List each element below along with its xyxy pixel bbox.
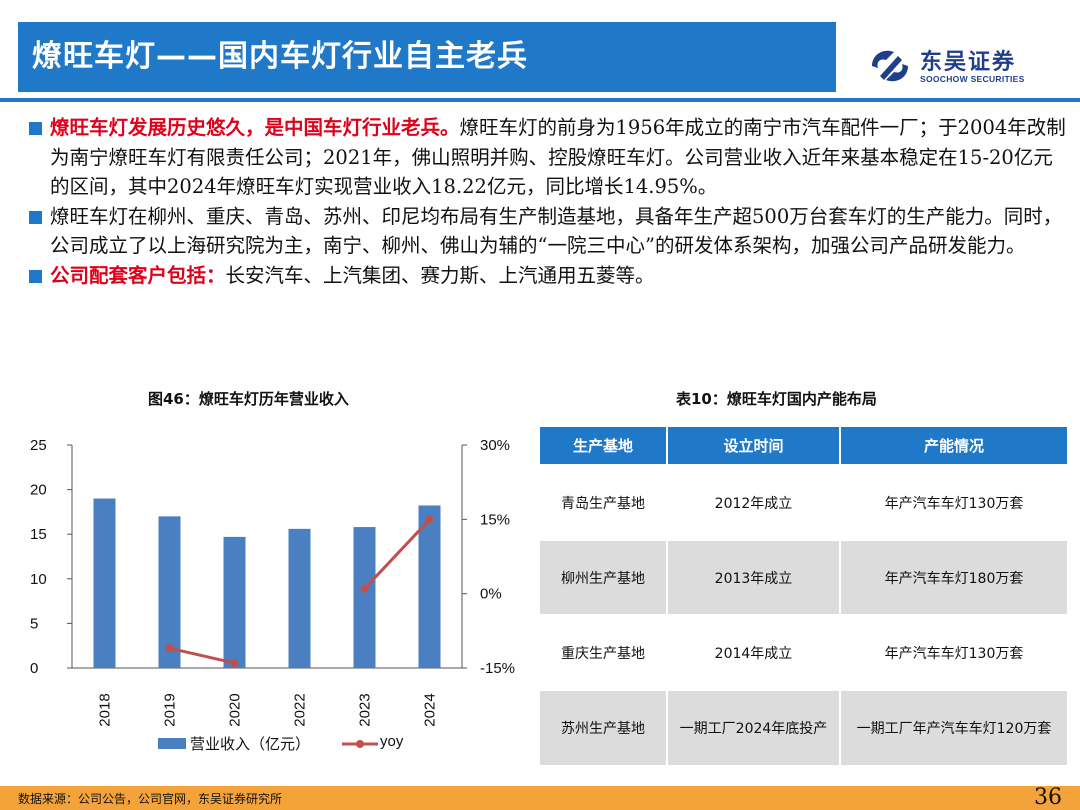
table-caption: 表10：燎旺车灯国内产能布局 <box>676 390 877 408</box>
header-bar: 燎旺车灯——国内车灯行业自主老兵 <box>18 22 836 92</box>
table-cell-base: 青岛生产基地 <box>540 464 668 540</box>
y-tick-label-right: 0% <box>480 586 502 603</box>
page-number: 36 <box>1034 785 1062 810</box>
y-tick-label-left: 5 <box>30 615 38 632</box>
y-tick-label-right: 30% <box>480 437 510 454</box>
table-row: 青岛生产基地 2012年成立 年产汽车车灯130万套 <box>540 464 1069 540</box>
header-divider <box>0 98 1080 102</box>
table-cell-base: 重庆生产基地 <box>540 614 668 690</box>
bar-revenue <box>288 528 311 668</box>
bullet-history: 燎旺车灯发展历史悠久，是中国车灯行业老兵。燎旺车灯的前身为1956年成立的南宁市… <box>28 113 1068 202</box>
bar-revenue <box>418 505 441 668</box>
table-cell-date: 一期工厂2024年底投产 <box>667 689 841 765</box>
bar-revenue <box>158 516 181 668</box>
legend-label-revenue: 营业收入（亿元） <box>190 735 311 753</box>
bar-revenue <box>93 498 116 668</box>
table-row: 苏州生产基地 一期工厂2024年底投产 一期工厂年产汽车车灯120万套 <box>540 689 1069 765</box>
y-tick-label-left: 20 <box>30 482 47 499</box>
bar-revenue <box>223 536 246 668</box>
bullet-production: 燎旺车灯在柳州、重庆、青岛、苏州、印尼均布局有生产制造基地，具备年生产超500万… <box>28 202 1068 261</box>
logo-text-en: SOOCHOW SECURITIES <box>920 74 1025 84</box>
company-logo: 东吴证券 SOOCHOW SECURITIES <box>868 44 1068 90</box>
bar-revenue <box>353 527 376 668</box>
revenue-chart: 0 5 10 15 20 25 -15% 0% 15% 30% 2018 2019 2020 2022 20… <box>30 437 515 727</box>
table-cell-base: 柳州生产基地 <box>540 539 668 615</box>
x-tick-label: 2022 <box>292 693 309 726</box>
table-row: 重庆生产基地 2014年成立 年产汽车车灯130万套 <box>540 614 1069 690</box>
legend-label-yoy: yoy <box>380 733 404 750</box>
bullet-highlight: 公司配套客户包括： <box>50 263 226 287</box>
footer-source: 数据来源：公司公告，公司官网，东吴证券研究所 <box>18 792 283 806</box>
y-tick-label-left: 10 <box>30 571 47 588</box>
point-yoy <box>230 659 239 668</box>
footer-bar: 数据来源：公司公告，公司官网，东吴证券研究所 36 <box>0 785 1080 810</box>
x-tick-label: 2023 <box>357 693 374 726</box>
table-cell-base: 苏州生产基地 <box>540 689 668 765</box>
table-header-row: 生产基地 设立时间 产能情况 <box>540 427 1069 465</box>
logo-text-cn: 东吴证券 <box>920 50 1017 75</box>
x-tick-label: 2018 <box>97 693 114 726</box>
table-cell-capacity: 年产汽车车灯130万套 <box>840 614 1069 690</box>
y-tick-label-left: 0 <box>30 660 38 677</box>
y-tick-label-left: 15 <box>30 526 47 543</box>
bullet-text: 燎旺车灯在柳州、重庆、青岛、苏州、印尼均布局有生产制造基地，具备年生产超500万… <box>50 204 1063 258</box>
x-tick-label: 2020 <box>227 693 244 726</box>
table-cell-date: 2014年成立 <box>667 614 841 690</box>
x-tick-label: 2024 <box>422 693 439 726</box>
point-yoy <box>165 644 174 653</box>
soochow-logo-icon <box>872 50 908 82</box>
point-yoy <box>360 584 369 593</box>
bullet-text: 燎旺车灯的前身为1956年成立的南宁市汽车配件一厂；于2004年改制为南宁燎旺车… <box>50 116 1066 198</box>
table-header-cell: 生产基地 <box>540 427 668 465</box>
table-cell-capacity: 年产汽车车灯180万套 <box>840 539 1069 615</box>
bullet-square-icon <box>29 122 42 135</box>
y-tick-label-right: 15% <box>480 511 510 528</box>
table-header-cell: 设立时间 <box>667 427 841 465</box>
chart-caption: 图46：燎旺车灯历年营业收入 <box>148 390 349 408</box>
line-yoy <box>169 646 235 665</box>
y-tick-label-right: -15% <box>480 660 515 677</box>
bullet-square-icon <box>29 269 42 283</box>
bullet-square-icon <box>29 210 42 224</box>
bullet-customers: 公司配套客户包括：长安汽车、上汽集团、赛力斯、上汽通用五菱等。 <box>28 261 1068 291</box>
legend-swatch-revenue <box>158 738 186 749</box>
bullet-list: 燎旺车灯发展历史悠久，是中国车灯行业老兵。燎旺车灯的前身为1956年成立的南宁市… <box>28 113 1068 290</box>
legend-swatch-yoy <box>342 740 378 748</box>
bullet-text: 长安汽车、上汽集团、赛力斯、上汽通用五菱等。 <box>225 263 655 287</box>
y-tick-label-left: 25 <box>30 437 47 454</box>
x-tick-label: 2019 <box>162 693 179 726</box>
capacity-table: 生产基地 设立时间 产能情况 青岛生产基地 2012年成立 年产汽车车灯130万… <box>540 427 1069 765</box>
point-yoy <box>425 515 434 524</box>
bullet-highlight: 燎旺车灯发展历史悠久，是中国车灯行业老兵。 <box>50 116 460 139</box>
page-title: 燎旺车灯——国内车灯行业自主老兵 <box>32 39 528 74</box>
line-yoy <box>363 518 431 590</box>
table-cell-capacity: 一期工厂年产汽车车灯120万套 <box>840 689 1069 765</box>
table-header-cell: 产能情况 <box>840 427 1069 465</box>
table-cell-date: 2012年成立 <box>667 464 841 540</box>
table-cell-date: 2013年成立 <box>667 539 841 615</box>
table-row: 柳州生产基地 2013年成立 年产汽车车灯180万套 <box>540 539 1069 615</box>
table-cell-capacity: 年产汽车车灯130万套 <box>840 464 1069 540</box>
